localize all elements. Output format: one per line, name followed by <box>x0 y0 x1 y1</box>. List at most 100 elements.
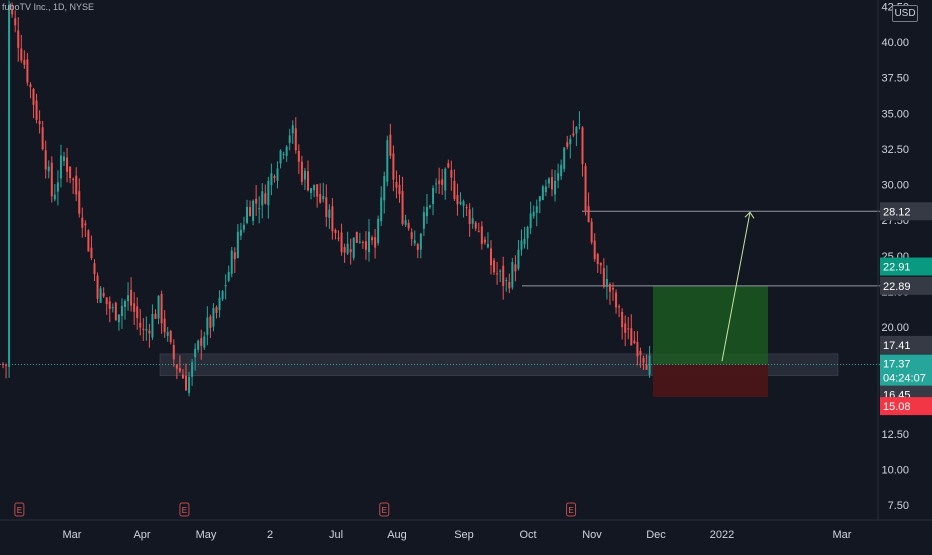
candle-body <box>349 249 352 253</box>
target-price-tag[interactable]: 28.12 <box>880 202 932 221</box>
last-price-tag[interactable]: 17.37 04:24:07 <box>880 354 932 387</box>
candle-body <box>456 195 459 205</box>
candle-body <box>569 138 572 145</box>
resistance-price-tag[interactable]: 22.89 <box>880 276 932 295</box>
candle-body <box>148 330 151 334</box>
earnings-icon-label: E <box>568 506 573 515</box>
candle-body <box>84 223 87 226</box>
candle-body <box>139 322 142 328</box>
candle-body <box>32 88 35 105</box>
candle-body <box>81 217 84 228</box>
candle-body <box>477 231 480 233</box>
candle-body <box>435 183 438 185</box>
position-loss-zone[interactable] <box>653 364 768 398</box>
support-price-tag[interactable]: 17.41 <box>880 335 932 354</box>
candle-body <box>20 48 23 61</box>
candle-body <box>273 176 276 178</box>
candle-body <box>416 244 419 250</box>
time-tick-label: Dec <box>646 529 666 541</box>
candle-body <box>93 263 96 275</box>
candle-body <box>230 250 233 274</box>
candle-body <box>142 328 145 330</box>
countdown-label: 04:24:07 <box>883 372 926 384</box>
candle-body <box>124 301 126 307</box>
resistance-price-tag-bg <box>880 276 932 295</box>
candle-body <box>532 211 535 217</box>
candle-body <box>66 157 69 172</box>
candle-body <box>105 297 108 305</box>
candle-body <box>615 292 618 308</box>
candle-body <box>535 206 538 213</box>
candle-body <box>212 307 215 327</box>
candle-body <box>185 375 187 391</box>
candle-body <box>69 166 72 179</box>
candle-body <box>383 176 386 201</box>
candle-body <box>14 18 17 26</box>
candle-body <box>642 358 645 363</box>
symbol-legend[interactable]: fuboTV Inc., 1D, NYSE <box>2 2 95 12</box>
stop-loss-tag-label: 15.08 <box>883 401 911 413</box>
candle-body <box>8 4 11 367</box>
candle-body <box>227 271 230 281</box>
candle-body <box>343 247 346 253</box>
candle-body <box>578 124 581 126</box>
candle-body <box>355 231 358 243</box>
candle-body <box>130 289 133 306</box>
candle-body <box>11 9 14 15</box>
candle-body <box>587 206 590 223</box>
candle-body <box>608 283 611 292</box>
candle-body <box>361 241 364 243</box>
candle-body <box>648 355 651 375</box>
entry-upper-tag[interactable]: 22.91 <box>880 257 932 276</box>
candle-body <box>282 154 285 156</box>
candle-body <box>563 147 566 169</box>
candle-body <box>291 125 294 134</box>
candle-body <box>233 252 236 260</box>
candle-body <box>90 247 93 259</box>
candle-body <box>197 340 200 350</box>
candle-body <box>255 198 258 204</box>
candle-body <box>374 237 377 248</box>
earnings-icon-label: E <box>17 506 22 515</box>
candle-body <box>35 100 38 120</box>
candle-body <box>575 126 578 134</box>
candle-body <box>386 140 389 182</box>
candle-body <box>422 212 425 229</box>
candle-body <box>53 194 56 200</box>
earnings-icon[interactable] <box>14 502 25 517</box>
candle-body <box>541 186 544 200</box>
time-tick-label: Jul <box>329 529 343 541</box>
earnings-icon[interactable] <box>379 502 390 517</box>
candle-body <box>307 171 309 191</box>
candle-body <box>624 323 627 333</box>
candle-body <box>398 184 401 195</box>
earnings-icon[interactable] <box>566 502 577 517</box>
candle-body <box>38 121 41 125</box>
stop-loss-tag[interactable]: 15.08 <box>880 397 932 416</box>
candle-body <box>596 254 599 264</box>
candle-body <box>627 328 630 330</box>
candle-body <box>392 153 395 180</box>
candle-body <box>303 170 306 180</box>
position-profit-zone[interactable] <box>653 285 768 365</box>
candle-body <box>602 268 605 287</box>
candle-body <box>188 376 191 393</box>
candle-body <box>425 206 428 217</box>
candle-body <box>151 314 154 338</box>
projection-arrow[interactable] <box>721 212 751 362</box>
candle-body <box>505 280 508 282</box>
candle-body <box>395 182 398 188</box>
candle-body <box>468 209 471 224</box>
candle-body <box>459 201 462 204</box>
candle-body <box>160 293 163 324</box>
currency-button[interactable]: USD <box>892 5 918 22</box>
earnings-icon[interactable] <box>179 502 190 517</box>
candle-body <box>337 237 340 239</box>
candle-body <box>242 224 245 230</box>
candle-body <box>544 186 547 192</box>
price-tick-label: 37.50 <box>881 73 909 85</box>
candle-body <box>328 209 331 218</box>
support-price-tag-label: 17.41 <box>883 340 911 352</box>
